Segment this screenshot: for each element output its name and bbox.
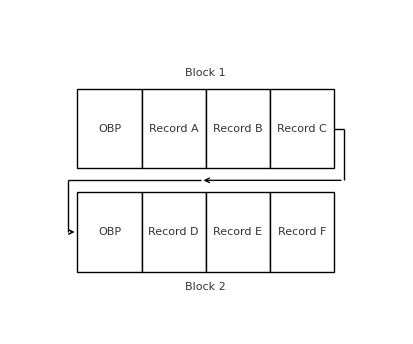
Text: OBP: OBP: [98, 227, 121, 237]
Bar: [77, 192, 141, 272]
Text: Record C: Record C: [276, 124, 326, 134]
Text: Record D: Record D: [148, 227, 198, 237]
Text: Record A: Record A: [149, 124, 198, 134]
Bar: [269, 89, 333, 169]
Text: Record F: Record F: [277, 227, 325, 237]
Text: Record E: Record E: [213, 227, 262, 237]
Text: OBP: OBP: [98, 124, 121, 134]
Text: Block 1: Block 1: [185, 68, 225, 78]
Bar: [77, 89, 141, 169]
Bar: [141, 192, 205, 272]
Bar: [269, 192, 333, 272]
Bar: [205, 192, 269, 272]
Text: Record B: Record B: [213, 124, 262, 134]
Bar: [141, 89, 205, 169]
Bar: [205, 89, 269, 169]
Text: Block 2: Block 2: [185, 282, 225, 292]
